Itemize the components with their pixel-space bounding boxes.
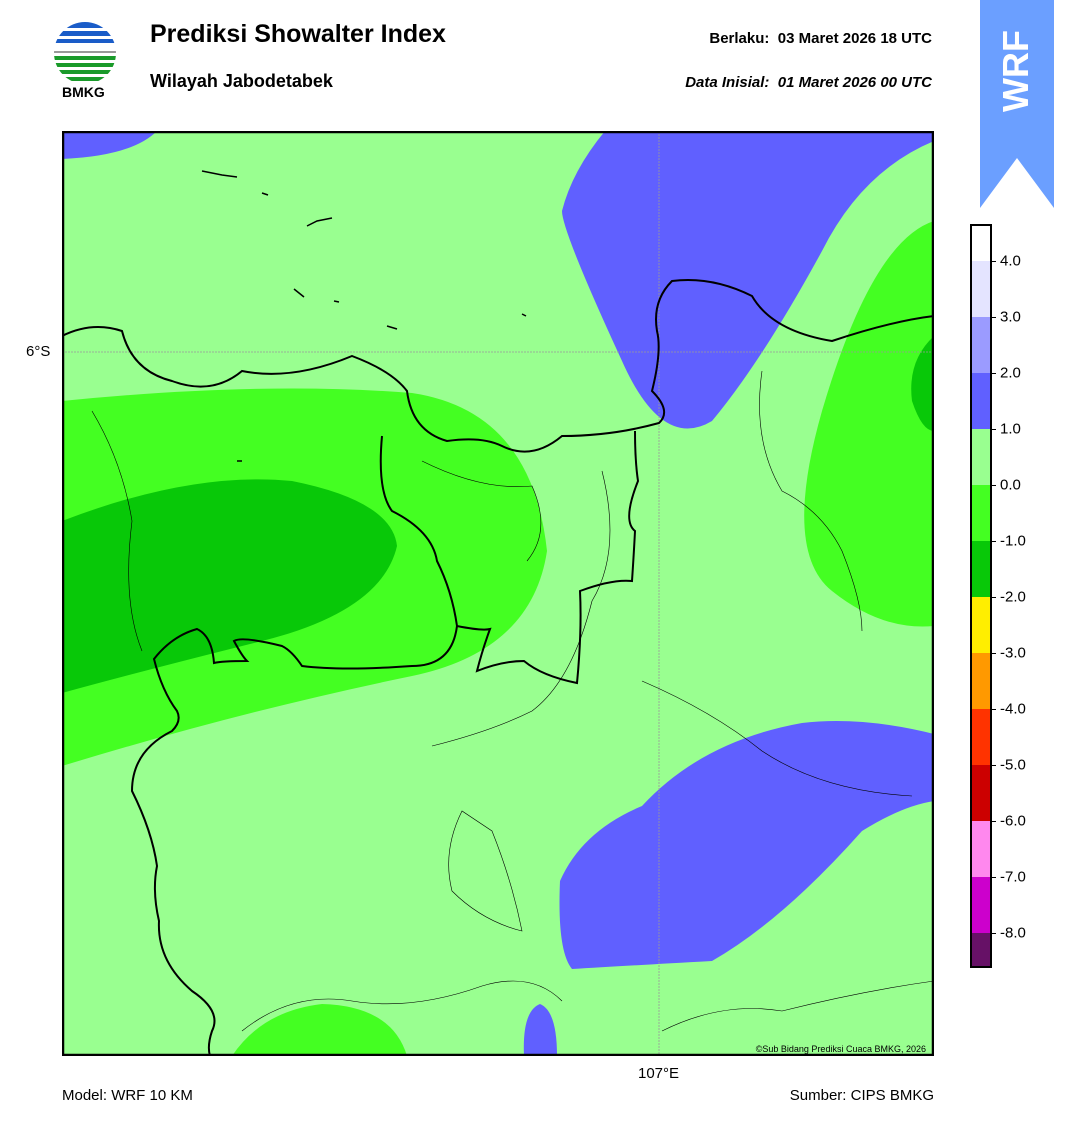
logo-text: BMKG [62,84,105,100]
lat-label: 6°S [26,343,51,360]
colorbar-tick [990,933,996,934]
province-border [379,430,640,685]
colorbar-segment [972,541,990,597]
map-frame [62,131,934,1056]
colorbar-label: 1.0 [1000,420,1021,438]
colorbar-segment [972,261,990,317]
init-time: Data Inisial: 01 Maret 2026 00 UTC [685,74,932,91]
contour-minus2-to-minus1 [911,336,934,431]
copyright: ©Sub Bidang Prediksi Cuaca BMKG, 2026 [756,1044,926,1054]
contour-minus1-to-0 [232,1004,407,1056]
source-label: Sumber: CIPS BMKG [789,1087,934,1104]
colorbar-label: -7.0 [1000,868,1026,886]
colorbar-label: -4.0 [1000,700,1026,718]
colorbar-segment [972,821,990,877]
page-title: Prediksi Showalter Index [150,20,446,48]
colorbar-segment [972,765,990,821]
wrf-badge: WRF [980,0,1054,208]
colorbar-segment [972,317,990,373]
islands [201,170,527,462]
colorbar-label: -5.0 [1000,756,1026,774]
colorbar-label: -8.0 [1000,924,1026,942]
init-label: Data Inisial: [685,74,770,91]
colorbar-label: -1.0 [1000,532,1026,550]
showalter-map: ©Sub Bidang Prediksi Cuaca BMKG, 2026 [62,131,934,1056]
colorbar-tick [990,373,996,374]
colorbar-segment [972,933,990,966]
district-borders [91,370,934,1032]
contour-minus2-to-minus1 [62,479,397,693]
contour-1-to-2 [559,721,934,969]
colorbar-label: 3.0 [1000,308,1021,326]
colorbar [970,224,992,968]
colorbar-tick [990,821,996,822]
contour-1-to-2 [62,131,157,159]
wrf-badge-text: WRF [995,30,1036,112]
province-border [130,625,458,1056]
colorbar-tick [990,877,996,878]
bmkg-logo [54,22,116,81]
coastline [62,279,934,453]
valid-label: Berlaku: [709,30,770,47]
colorbar-label: -2.0 [1000,588,1026,606]
colorbar-segment [972,709,990,765]
colorbar-tick [990,597,996,598]
colorbar-segment [972,877,990,933]
colorbar-segment [972,597,990,653]
colorbar-segment [972,373,990,429]
colorbar-tick [990,485,996,486]
init-value: 01 Maret 2026 00 UTC [777,74,932,91]
lon-label: 107°E [638,1065,680,1082]
colorbar-label: -6.0 [1000,812,1026,830]
colorbar-tick [990,261,996,262]
colorbar-tick [990,541,996,542]
colorbar-tick [990,765,996,766]
model-label: Model: WRF 10 KM [62,1087,193,1104]
colorbar-label: -3.0 [1000,644,1026,662]
colorbar-tick [990,317,996,318]
colorbar-segment [972,485,990,541]
colorbar-tick [990,709,996,710]
colorbar-segment [972,429,990,485]
colorbar-label: 4.0 [1000,252,1021,270]
contour-1-to-2 [562,131,934,429]
colorbar-tick [990,429,996,430]
colorbar-tick [990,653,996,654]
valid-value: 03 Maret 2026 18 UTC [777,30,932,47]
colorbar-segment [972,226,990,261]
valid-time: Berlaku: 03 Maret 2026 18 UTC [709,30,932,47]
region-subtitle: Wilayah Jabodetabek [150,71,333,91]
colorbar-segment [972,653,990,709]
colorbar-label: 0.0 [1000,476,1021,494]
colorbar-label: 2.0 [1000,364,1021,382]
contour-1-to-2 [523,1004,557,1056]
